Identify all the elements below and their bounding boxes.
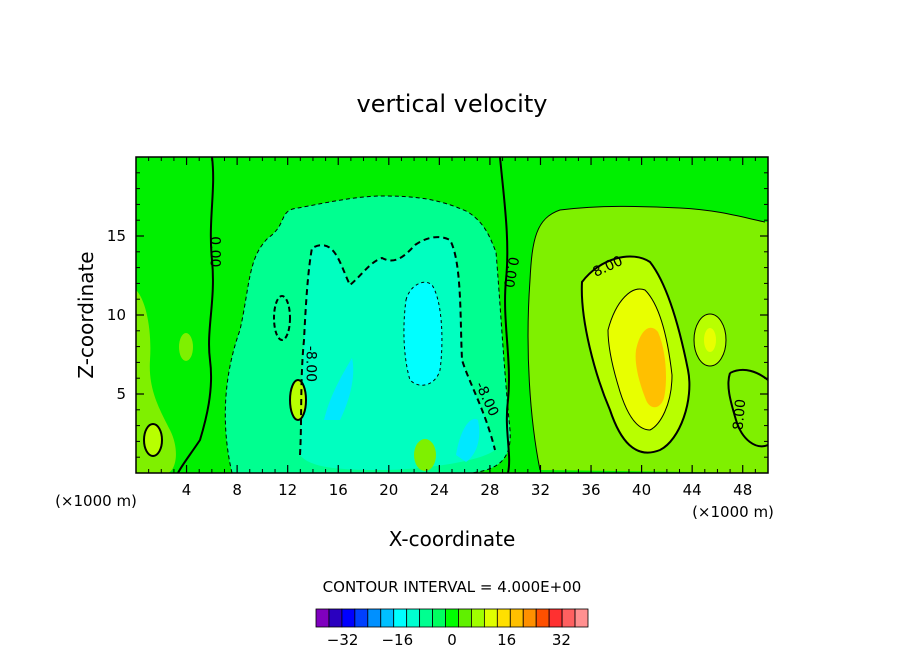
- y-tick-label: 15: [107, 227, 126, 245]
- updraft-small-cell-1: [144, 424, 162, 456]
- colorbar-swatch: [458, 608, 472, 628]
- contour-label: 0.00: [500, 255, 521, 288]
- x-tick-label: 36: [581, 481, 600, 499]
- colorbar-swatch: [574, 608, 589, 628]
- updraft-side-core: [704, 328, 716, 352]
- colorbar-swatch: [496, 608, 511, 628]
- x-tick-label: 16: [329, 481, 348, 499]
- updraft-small-cell-4: [414, 439, 436, 471]
- colorbar-swatch: [341, 608, 356, 628]
- colorbar: −32 −16 0 16 32: [315, 608, 589, 649]
- colorbar-swatch: [419, 608, 433, 628]
- x-tick-label: 20: [379, 481, 398, 499]
- contour-label: 8.00: [731, 398, 750, 430]
- contour-label: -8.00: [303, 346, 319, 382]
- plus8-contour-small: [289, 379, 307, 421]
- x-tick-label: 24: [430, 481, 449, 499]
- contour-label-group: 0.00: [207, 236, 223, 267]
- plus-contour-inner: [607, 288, 673, 431]
- x-tick-label: 12: [278, 481, 297, 499]
- x-unit-right: (×1000 m): [692, 503, 774, 521]
- colorbar-swatch: [471, 608, 485, 628]
- colorbar-swatch: [367, 608, 382, 628]
- x-tick-label: 8: [232, 481, 242, 499]
- updraft-core: [635, 327, 666, 408]
- y-tick-label: 10: [107, 306, 126, 324]
- x-axis: 4 8 12 16 20 24 28 32 36 40 44 48: [148, 157, 756, 499]
- plus8-contour-main: [580, 255, 691, 454]
- x-axis-label: X-coordinate: [389, 527, 516, 551]
- contour-label-group: 8.00: [731, 398, 750, 430]
- colorbar-swatch: [509, 608, 524, 628]
- y-axis-label: Z-coordinate: [74, 251, 98, 378]
- contour-label: 0.00: [207, 236, 223, 267]
- y-axis: 5 10 15: [107, 172, 768, 458]
- chart-title: vertical velocity: [357, 90, 548, 118]
- colorbar-swatch: [445, 608, 459, 628]
- colorbar-swatch: [380, 608, 395, 628]
- colorbar-tick-label: −32: [327, 631, 359, 649]
- plus-contour-outer: [527, 205, 766, 471]
- x-tick-label: 4: [182, 481, 192, 499]
- downdraft-mid: [300, 237, 495, 470]
- minus8-contour-small: [273, 295, 291, 341]
- contour-lines: [143, 157, 768, 473]
- y-tick-label: 5: [116, 385, 126, 403]
- colorbar-swatch: [522, 608, 537, 628]
- contour-label-group: -8.00: [303, 346, 319, 382]
- x-unit-left: (×1000 m): [55, 492, 137, 510]
- contour-label-group: 0.00: [500, 255, 521, 288]
- colorbar-swatch: [393, 608, 408, 628]
- colorbar-swatch: [354, 608, 369, 628]
- colorbar-tick-label: 32: [552, 631, 571, 649]
- updraft-left-edge: [136, 290, 176, 473]
- colorbar-swatch: [328, 608, 343, 628]
- contour-field: [136, 157, 768, 473]
- colorbar-swatch: [561, 608, 576, 628]
- colorbar-swatch: [483, 608, 498, 628]
- minus12-contour: [403, 281, 443, 386]
- colorbar-swatch: [315, 608, 330, 628]
- minus4-contour: [224, 195, 511, 473]
- colorbar-tick-label: −16: [381, 631, 413, 649]
- colorbar-swatch: [406, 608, 421, 628]
- x-tick-label: 44: [683, 481, 702, 499]
- colorbar-swatch: [535, 608, 550, 628]
- colorbar-swatch: [548, 608, 563, 628]
- updraft-right-cell: [728, 369, 768, 447]
- updraft-small-cell-2: [179, 333, 193, 361]
- downdraft-streak-2: [456, 419, 480, 462]
- minus8-contour: [299, 236, 496, 456]
- zero-contour-right: [499, 157, 511, 473]
- x-tick-label: 48: [733, 481, 752, 499]
- downdraft-core: [403, 282, 442, 386]
- x-tick-label: 40: [632, 481, 651, 499]
- colorbar-swatch: [432, 608, 446, 628]
- plus-contour-side: [693, 313, 727, 367]
- plus8-contour-left: [143, 423, 163, 457]
- x-tick-label: 32: [531, 481, 550, 499]
- colorbar-tick-label: 16: [497, 631, 516, 649]
- colorbar-tick-label: 0: [447, 631, 457, 649]
- x-tick-label: 28: [480, 481, 499, 499]
- contour-interval-text: CONTOUR INTERVAL = 4.000E+00: [323, 578, 582, 596]
- zero-contour-left: [177, 157, 215, 473]
- downdraft-streak-1: [324, 358, 354, 420]
